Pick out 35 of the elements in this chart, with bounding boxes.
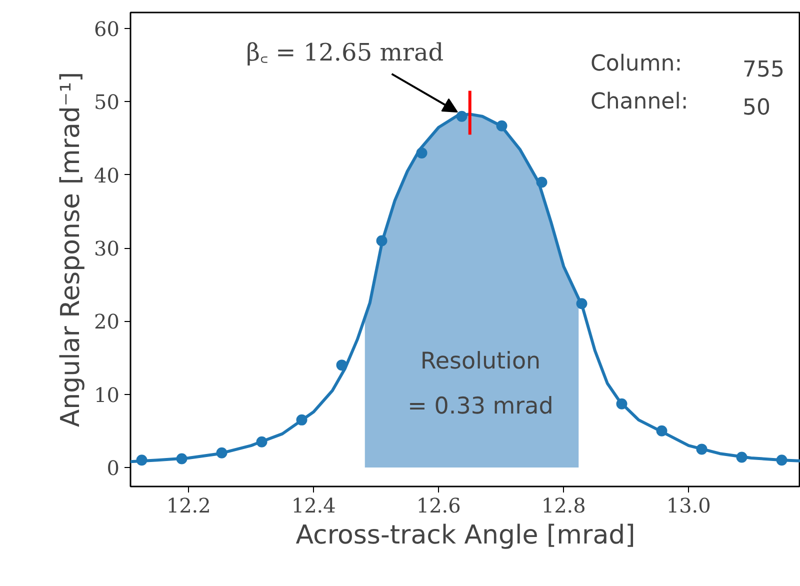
point — [576, 298, 588, 310]
x-tick-label: 13.0 — [666, 494, 711, 518]
point — [616, 398, 628, 410]
x-tick-label: 12.4 — [291, 494, 336, 518]
x-axis-title: Across-track Angle [mrad] — [296, 520, 636, 550]
text: Column: 755 — [590, 52, 784, 82]
point — [136, 454, 148, 466]
point — [416, 147, 428, 158]
annotation: β꜀ = 12.65 mrad — [246, 38, 444, 67]
point — [496, 120, 508, 132]
point — [376, 235, 388, 246]
y-tick-label: 0 — [106, 456, 120, 480]
point — [256, 436, 268, 448]
point — [336, 360, 348, 371]
point — [176, 453, 188, 464]
y-axis-title: Angular Response [mrad⁻¹] — [56, 72, 86, 428]
y-tick-label: 20 — [94, 310, 120, 334]
point — [296, 414, 308, 426]
point — [656, 425, 668, 436]
point — [776, 454, 788, 466]
y-tick-label: 10 — [94, 382, 120, 407]
y-tick-label: 50 — [94, 90, 120, 114]
y-tick-label: 60 — [94, 17, 120, 42]
x-tick-label: 12.6 — [416, 494, 461, 518]
point — [216, 447, 228, 458]
y-tick-label: 30 — [94, 236, 120, 261]
text: Channel: 50 — [590, 90, 770, 120]
x-tick-label: 12.2 — [166, 494, 211, 518]
point — [736, 452, 748, 463]
point — [456, 110, 468, 122]
annotation: Resolution = 0.33 mrad — [408, 348, 554, 420]
x-tick-label: 12.8 — [541, 494, 586, 518]
point — [696, 444, 708, 455]
point — [536, 176, 548, 188]
y-tick-label: 40 — [94, 163, 120, 188]
